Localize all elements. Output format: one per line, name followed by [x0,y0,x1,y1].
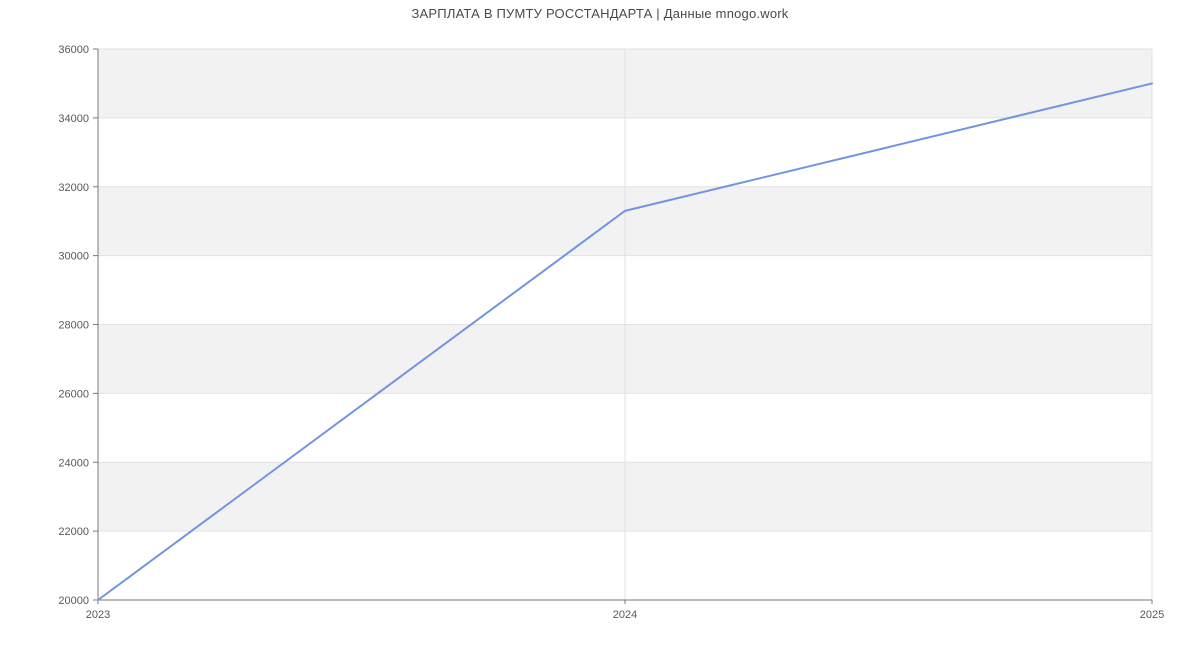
y-tick-label: 24000 [58,457,89,469]
y-tick-label: 20000 [58,595,89,607]
chart-title: ЗАРПЛАТА В ПУМТУ РОССТАНДАРТА | Данные m… [411,6,789,21]
series-line [97,82,1153,601]
y-tick-label: 26000 [58,388,89,400]
y-tick-label: 32000 [58,182,89,194]
y-tick-label: 28000 [58,320,89,332]
y-tick-label: 36000 [58,44,89,56]
x-tick-label: 2024 [613,609,637,621]
y-tick-label: 22000 [58,526,89,538]
y-tick-label: 30000 [58,251,89,263]
x-tick-label: 2023 [86,609,110,621]
x-tick-label: 2025 [1140,609,1164,621]
y-tick-label: 34000 [58,113,89,125]
